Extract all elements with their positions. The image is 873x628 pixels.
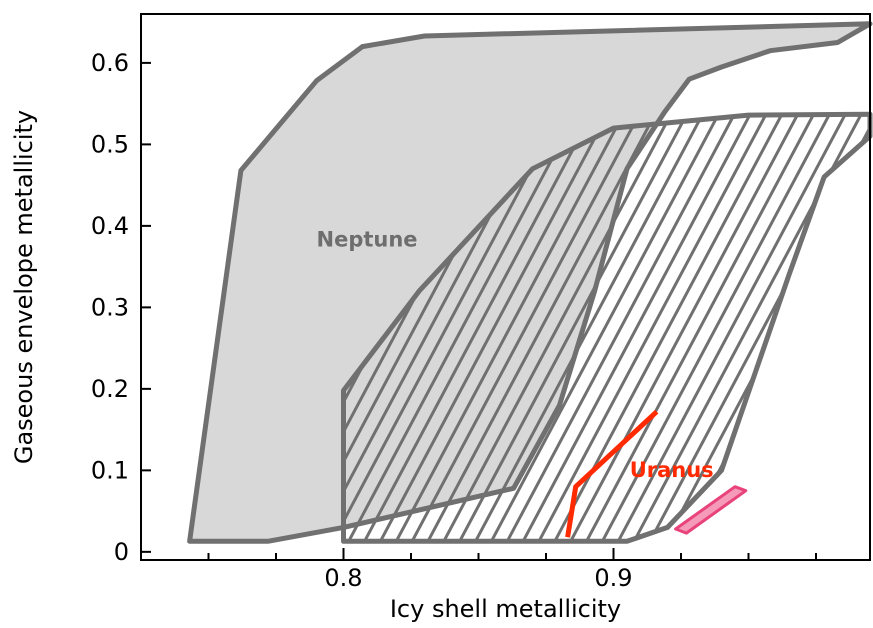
y-tick-label: 0.4 — [91, 212, 129, 240]
x-tick-label: 0.9 — [594, 564, 632, 592]
y-axis-title: Gaseous envelope metallicity — [10, 110, 38, 464]
y-tick-label: 0.6 — [91, 49, 129, 77]
x-tick-label: 0.8 — [324, 564, 362, 592]
uranus-label: Uranus — [630, 458, 714, 482]
y-tick-label: 0.1 — [91, 456, 129, 484]
plot-frame — [140, 13, 871, 561]
regions-layer — [187, 21, 873, 544]
y-tick-label: 0.2 — [91, 375, 129, 403]
y-tick-label: 0.3 — [91, 293, 129, 321]
y-tick-label: 0 — [114, 538, 129, 566]
y-tick-label: 0.5 — [91, 130, 129, 158]
series-4-marker — [674, 485, 748, 535]
region-labels-layer: Neptune Uranus — [317, 227, 714, 482]
ticks-layer: 0 0.1 0.2 0.3 0.4 0.5 0.6 0.8 0.9 — [91, 49, 817, 592]
neptune-label: Neptune — [317, 227, 418, 251]
uranus-line — [565, 409, 659, 538]
x-axis-title: Icy shell metallicity — [390, 595, 621, 623]
